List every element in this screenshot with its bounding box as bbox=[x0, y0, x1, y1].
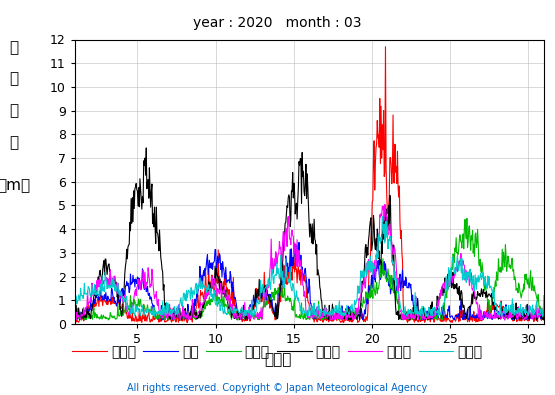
Line: 石廀崎: 石廀崎 bbox=[75, 218, 544, 320]
経ヶ岸 bbox=[137, 186, 144, 190]
Text: year : 2020   month : 03: year : 2020 month : 03 bbox=[193, 16, 362, 30]
生月島 bbox=[272, 264, 279, 269]
唐桑 bbox=[72, 316, 78, 321]
石廀崎 bbox=[138, 304, 144, 309]
生月島 bbox=[541, 311, 547, 316]
経ヶ岸 bbox=[72, 307, 78, 311]
石廀崎 bbox=[463, 216, 470, 221]
上ノ国 bbox=[382, 44, 389, 49]
Text: （m）: （m） bbox=[0, 178, 31, 193]
上ノ国 bbox=[541, 310, 547, 314]
上ノ国 bbox=[421, 316, 427, 321]
石廀崎 bbox=[408, 317, 415, 322]
上ノ国 bbox=[409, 317, 416, 322]
経ヶ岸 bbox=[73, 314, 80, 319]
唐桑 bbox=[526, 318, 533, 322]
上ノ国 bbox=[184, 320, 190, 325]
生月島 bbox=[381, 202, 388, 207]
屋久島 bbox=[273, 272, 279, 276]
Line: 屋久島: 屋久島 bbox=[75, 216, 544, 316]
屋久島 bbox=[290, 282, 296, 287]
経ヶ岸 bbox=[143, 146, 150, 150]
経ヶ岸 bbox=[421, 306, 427, 311]
Text: 高: 高 bbox=[9, 135, 18, 150]
経ヶ岸 bbox=[412, 318, 419, 323]
唐桑 bbox=[296, 240, 302, 245]
唐桑 bbox=[272, 307, 279, 312]
経ヶ岸 bbox=[273, 305, 279, 310]
上ノ国 bbox=[273, 317, 279, 322]
唐桑 bbox=[289, 255, 296, 260]
Line: 経ヶ岸: 経ヶ岸 bbox=[75, 148, 544, 320]
屋久島 bbox=[137, 313, 144, 318]
唐桑 bbox=[541, 307, 547, 312]
Text: All rights reserved. Copyright © Japan Meteorological Agency: All rights reserved. Copyright © Japan M… bbox=[128, 383, 427, 393]
Line: 生月島: 生月島 bbox=[75, 205, 544, 320]
Text: （日）: （日） bbox=[264, 352, 291, 367]
屋久島 bbox=[379, 214, 386, 219]
石廀崎 bbox=[541, 314, 547, 319]
Text: 波: 波 bbox=[9, 103, 18, 118]
屋久島 bbox=[409, 310, 416, 314]
屋久島 bbox=[73, 301, 80, 306]
Text: 義: 義 bbox=[9, 71, 18, 87]
上ノ国 bbox=[137, 313, 144, 318]
生月島 bbox=[421, 314, 427, 318]
Line: 上ノ国: 上ノ国 bbox=[75, 47, 544, 323]
屋久島 bbox=[72, 298, 78, 303]
石廀崎 bbox=[290, 308, 296, 313]
経ヶ岸 bbox=[408, 310, 415, 315]
屋久島 bbox=[541, 293, 547, 298]
生月島 bbox=[137, 288, 144, 292]
生月島 bbox=[342, 318, 349, 323]
経ヶ岸 bbox=[290, 196, 296, 200]
石廀崎 bbox=[420, 304, 427, 309]
経ヶ岸 bbox=[541, 307, 547, 312]
唐桑 bbox=[137, 280, 144, 285]
屋久島 bbox=[421, 311, 427, 316]
唐桑 bbox=[420, 318, 427, 322]
石廀崎 bbox=[72, 313, 78, 318]
生月島 bbox=[72, 313, 78, 318]
Line: 唐桑: 唐桑 bbox=[75, 243, 544, 320]
唐桑 bbox=[408, 298, 415, 303]
石廀崎 bbox=[78, 318, 84, 323]
生月島 bbox=[73, 310, 80, 314]
上ノ国 bbox=[73, 316, 80, 320]
生月島 bbox=[409, 312, 416, 317]
Text: 有: 有 bbox=[9, 40, 18, 55]
Legend: 上ノ国, 唐桑, 石廀崎, 経ヶ岸, 生月島, 屋久島: 上ノ国, 唐桑, 石廀崎, 経ヶ岸, 生月島, 屋久島 bbox=[67, 339, 488, 364]
屋久島 bbox=[151, 314, 158, 319]
石廀崎 bbox=[273, 292, 279, 297]
上ノ国 bbox=[290, 266, 296, 271]
上ノ国 bbox=[72, 317, 78, 322]
石廀崎 bbox=[73, 310, 80, 315]
生月島 bbox=[289, 233, 296, 238]
唐桑 bbox=[73, 314, 80, 319]
